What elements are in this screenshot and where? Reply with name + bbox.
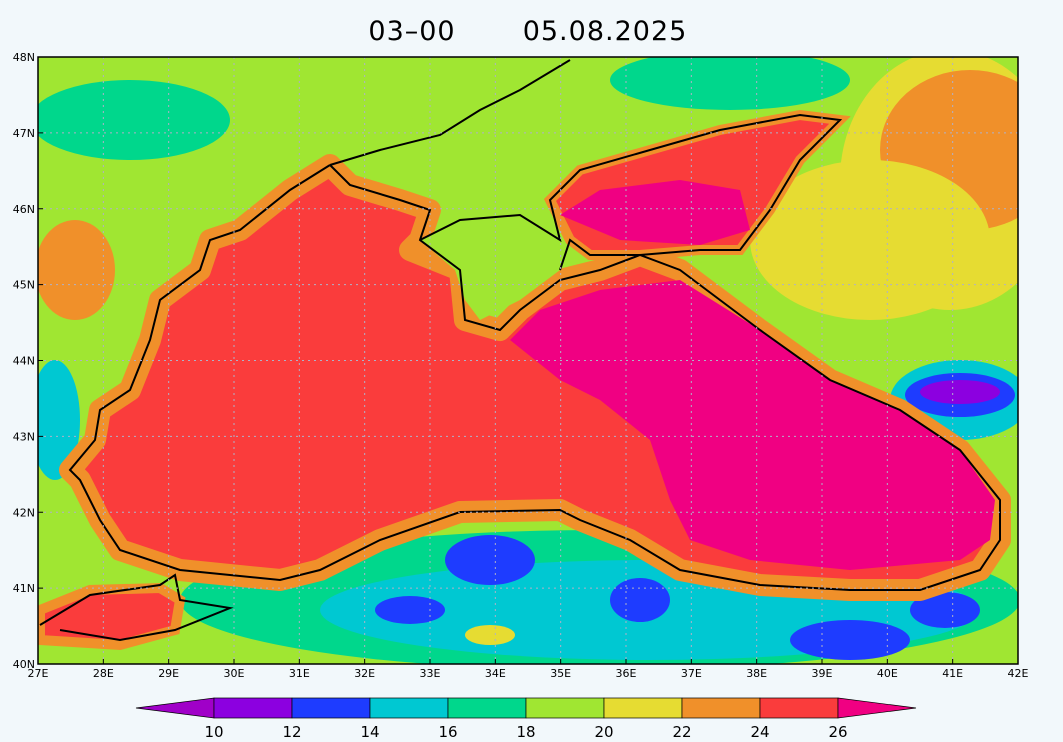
coastline (39, 59, 1001, 642)
lat-label: 42N (13, 506, 35, 519)
coast-black-sea (68, 164, 1001, 591)
lon-label: 37E (681, 667, 702, 680)
field (38, 57, 1018, 664)
lon-label: 35E (550, 667, 571, 680)
field-patch (38, 80, 230, 160)
marmara-sea (38, 582, 186, 651)
colorbar-bin (525, 697, 605, 719)
colorbar-label: 10 (204, 723, 223, 741)
lon-label: 29E (158, 667, 179, 680)
lon-label: 27E (28, 667, 49, 680)
colorbar-label: 24 (750, 723, 769, 741)
lat-label: 45N (13, 279, 35, 292)
colorbar-label: 18 (516, 723, 535, 741)
lon-label: 33E (420, 667, 441, 680)
colorbar-label: 26 (828, 723, 847, 741)
colorbar-bin (681, 697, 761, 719)
colorbar-bin (369, 697, 449, 719)
coast-azov (419, 113, 843, 271)
colorbar-label: 14 (360, 723, 379, 741)
crimea (420, 215, 560, 320)
black-sea-hot (510, 280, 995, 570)
coast-marmara (39, 573, 234, 642)
lon-label: 31E (289, 667, 310, 680)
title-time: 03–00 (368, 16, 455, 47)
lat-label: 44N (13, 355, 35, 368)
field-patch (38, 360, 80, 480)
colorbar-bin (213, 697, 293, 719)
field-patch (610, 57, 850, 110)
colorbar-bin (291, 697, 371, 719)
lon-label: 38E (746, 667, 767, 680)
colorbar-arrow-low (135, 697, 215, 719)
colorbar: 10 12 14 16 18 20 22 24 26 (135, 697, 917, 741)
lon-label: 36E (616, 667, 637, 680)
lon-label: 39E (812, 667, 833, 680)
title-date: 05.08.2025 (523, 16, 688, 47)
lat-label: 48N (13, 51, 35, 64)
colorbar-label: 20 (594, 723, 613, 741)
colorbar-label: 22 (672, 723, 691, 741)
lat-label: 41N (13, 582, 35, 595)
field-patch (790, 620, 910, 660)
lon-label: 41E (942, 667, 963, 680)
lon-label: 30E (224, 667, 245, 680)
lon-label: 32E (354, 667, 375, 680)
dnieper (329, 59, 571, 166)
field-patch (465, 625, 515, 645)
lat-label: 40N (13, 658, 35, 671)
lat-label: 47N (13, 127, 35, 140)
lon-label: 28E (93, 667, 114, 680)
colorbar-arrow-high (837, 697, 917, 719)
lon-label: 34E (485, 667, 506, 680)
lat-label: 43N (13, 430, 35, 443)
colorbar-bin (603, 697, 683, 719)
azov-hot (560, 180, 750, 245)
colorbar-label: 16 (438, 723, 457, 741)
grid (38, 57, 1018, 664)
field-patch (920, 380, 1000, 404)
lon-label: 42E (1008, 667, 1029, 680)
lon-label: 40E (877, 667, 898, 680)
colorbar-label: 12 (282, 723, 301, 741)
lat-label: 46N (13, 203, 35, 216)
field-patch (910, 592, 980, 628)
field-patch (38, 220, 115, 320)
colorbar-bin (759, 697, 839, 719)
field-patch (375, 596, 445, 624)
field-patch (750, 160, 990, 320)
colorbar-bin (447, 697, 527, 719)
field-patch (610, 578, 670, 622)
field-patch (445, 535, 535, 585)
